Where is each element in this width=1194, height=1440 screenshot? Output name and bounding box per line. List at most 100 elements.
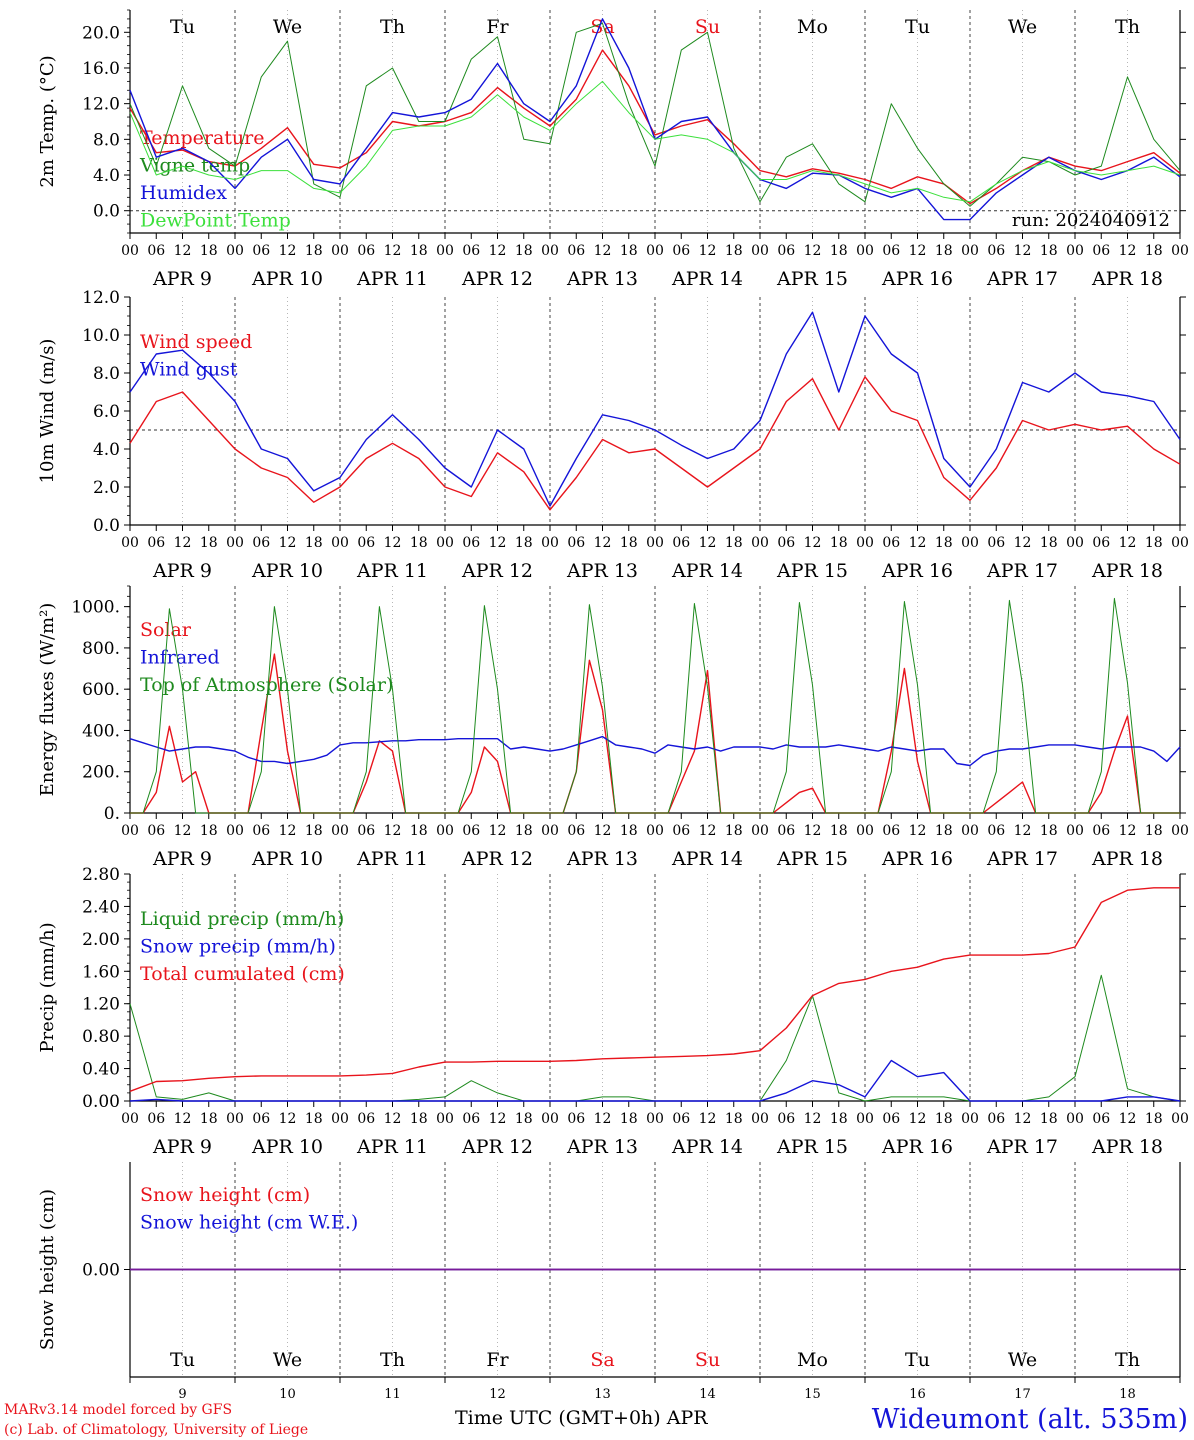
- hour-tick-label: 06: [462, 535, 480, 551]
- hour-tick-label: 12: [489, 1111, 507, 1127]
- hour-tick-label: 18: [935, 535, 953, 551]
- y-tick-label: 6.0: [93, 402, 120, 422]
- hour-tick-label: 12: [699, 535, 717, 551]
- hour-tick-label: 00: [751, 535, 769, 551]
- day-label: APR 16: [881, 268, 953, 290]
- day-label: APR 14: [671, 268, 743, 290]
- hour-tick-label: 18: [725, 1111, 743, 1127]
- hour-tick-label: 00: [121, 823, 139, 839]
- y-tick-label: 1000.: [71, 598, 120, 618]
- hour-tick-label: 06: [882, 535, 900, 551]
- hour-tick-label: 12: [909, 535, 927, 551]
- hour-tick-label: 12: [1119, 823, 1137, 839]
- hour-tick-label: 18: [935, 1111, 953, 1127]
- hour-tick-label: 18: [305, 535, 323, 551]
- hour-tick-label: 18: [1145, 535, 1163, 551]
- y-axis-label: Precip (mm/h): [37, 922, 58, 1052]
- day-label: APR 11: [356, 268, 428, 290]
- hour-tick-label: 12: [804, 535, 822, 551]
- day-number-label: 17: [1014, 1387, 1031, 1402]
- weekday-label: We: [273, 1349, 302, 1371]
- hour-tick-label: 00: [1171, 243, 1189, 259]
- hour-tick-label: 12: [699, 243, 717, 259]
- day-label: APR 12: [461, 268, 533, 290]
- weekday-label: Tu: [170, 16, 195, 38]
- hour-tick-label: 06: [357, 1111, 375, 1127]
- hour-tick-label: 12: [804, 243, 822, 259]
- hour-tick-label: 18: [1040, 1111, 1058, 1127]
- hour-tick-label: 00: [646, 1111, 664, 1127]
- footer-lab: (c) Lab. of Climatology, University of L…: [4, 1422, 308, 1438]
- hour-tick-label: 12: [909, 243, 927, 259]
- legend-entry: Snow height (cm W.E.): [140, 1212, 358, 1234]
- series-line-green: [130, 597, 1180, 814]
- day-label: APR 17: [986, 268, 1058, 290]
- hour-tick-label: 00: [436, 535, 454, 551]
- hour-tick-label: 18: [410, 243, 428, 259]
- day-number-label: 13: [594, 1387, 611, 1402]
- y-tick-label: 0.0: [93, 202, 120, 222]
- hour-tick-label: 06: [357, 823, 375, 839]
- hour-tick-label: 00: [226, 1111, 244, 1127]
- hour-tick-label: 00: [436, 243, 454, 259]
- hour-tick-label: 06: [987, 243, 1005, 259]
- hour-tick-label: 00: [961, 823, 979, 839]
- hour-tick-label: 18: [305, 1111, 323, 1127]
- hour-tick-label: 12: [174, 1111, 192, 1127]
- hour-tick-label: 00: [1066, 823, 1084, 839]
- hour-tick-label: 06: [672, 535, 690, 551]
- hour-tick-label: 06: [777, 1111, 795, 1127]
- y-tick-label: 8.0: [93, 364, 120, 384]
- footer-station: Wideumont (alt. 535m): [872, 1404, 1188, 1435]
- hour-tick-label: 18: [830, 535, 848, 551]
- hour-tick-label: 00: [961, 243, 979, 259]
- day-number-label: 16: [909, 1387, 926, 1402]
- legend-entry: Solar: [140, 619, 192, 641]
- weekday-label: Tu: [905, 1349, 930, 1371]
- hour-tick-label: 18: [410, 1111, 428, 1127]
- day-label: APR 18: [1091, 268, 1163, 290]
- weekday-label: Sa: [590, 16, 614, 38]
- panel-2: 0.0 2.0 4.0 6.0 8.0 10.0 12.0 10m Wind (m/s) 00 0…: [37, 288, 1189, 582]
- hour-tick-label: 00: [331, 1111, 349, 1127]
- y-tick-label: 12.0: [82, 95, 120, 115]
- hour-tick-label: 00: [541, 243, 559, 259]
- hour-tick-label: 18: [515, 243, 533, 259]
- hour-tick-label: 06: [567, 823, 585, 839]
- hour-tick-label: 00: [541, 823, 559, 839]
- series-line-red: [129, 887, 1180, 1092]
- hour-tick-label: 06: [252, 535, 270, 551]
- day-label: APR 15: [776, 1136, 848, 1158]
- panel-4: 0.00 0.40 0.80 1.20 1.60 2.00 2.40 2.80 Precip (…: [37, 865, 1189, 1158]
- day-label: APR 10: [251, 1136, 323, 1158]
- hour-tick-label: 18: [515, 823, 533, 839]
- hour-tick-label: 12: [174, 243, 192, 259]
- hour-tick-label: 06: [357, 535, 375, 551]
- day-number-label: 14: [699, 1387, 716, 1402]
- hour-tick-label: 18: [620, 535, 638, 551]
- run-annotation: run: 2024040912: [1012, 210, 1170, 231]
- hour-tick-label: 18: [830, 243, 848, 259]
- hour-tick-label: 00: [751, 1111, 769, 1127]
- hour-tick-label: 12: [594, 243, 612, 259]
- hour-tick-label: 12: [384, 243, 402, 259]
- hour-tick-label: 18: [305, 823, 323, 839]
- hour-tick-label: 12: [174, 823, 192, 839]
- weekday-label: Tu: [905, 16, 930, 38]
- hour-tick-label: 18: [725, 535, 743, 551]
- hour-tick-label: 06: [1092, 243, 1110, 259]
- y-tick-label: 400.: [82, 721, 120, 741]
- hour-tick-label: 12: [279, 243, 297, 259]
- weekday-label: Su: [695, 16, 720, 38]
- y-tick-label: 1.60: [82, 962, 120, 982]
- series-line-red: [129, 49, 1181, 205]
- weekday-label: Th: [1115, 16, 1140, 38]
- hour-tick-label: 12: [1014, 823, 1032, 839]
- day-number-label: 9: [178, 1387, 186, 1402]
- day-label: APR 10: [251, 560, 323, 582]
- hour-tick-label: 00: [331, 823, 349, 839]
- series-line-blue: [129, 311, 1181, 507]
- hour-tick-label: 12: [594, 823, 612, 839]
- y-tick-label: 10.0: [82, 326, 120, 346]
